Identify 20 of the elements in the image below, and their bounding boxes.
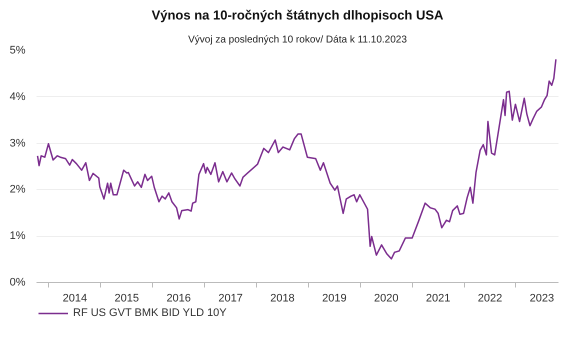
x-tick-label: 2016 — [166, 292, 191, 304]
x-tick-label: 2018 — [270, 292, 295, 304]
x-tick-label: 2023 — [530, 292, 554, 304]
chart-subtitle: Vývoj za posledných 10 rokov/ Dáta k 11.10.2023 — [188, 34, 408, 46]
x-tick-label: 2021 — [426, 292, 450, 304]
chart-title: Výnos na 10-ročných štátnych dlhopisoch USA — [152, 8, 444, 22]
y-tick-label: 0% — [10, 276, 26, 288]
line-series — [36, 58, 557, 260]
y-tick-label: 1% — [10, 230, 26, 242]
y-tick-label: 2% — [10, 184, 26, 196]
x-tick-label: 2020 — [374, 292, 398, 304]
y-tick-label: 4% — [10, 90, 26, 103]
x-tick-label: 2019 — [322, 292, 347, 304]
x-tick-label: 2015 — [114, 292, 140, 304]
y-tick-label: 5% — [10, 44, 26, 56]
legend-label: RF US GVT BMK BID YLD 10Y — [73, 306, 227, 320]
x-tick-label: 2017 — [218, 292, 243, 304]
x-tick-label: 2014 — [62, 292, 88, 304]
x-tick-label: 2022 — [478, 292, 502, 304]
y-tick-label: 3% — [10, 137, 26, 150]
